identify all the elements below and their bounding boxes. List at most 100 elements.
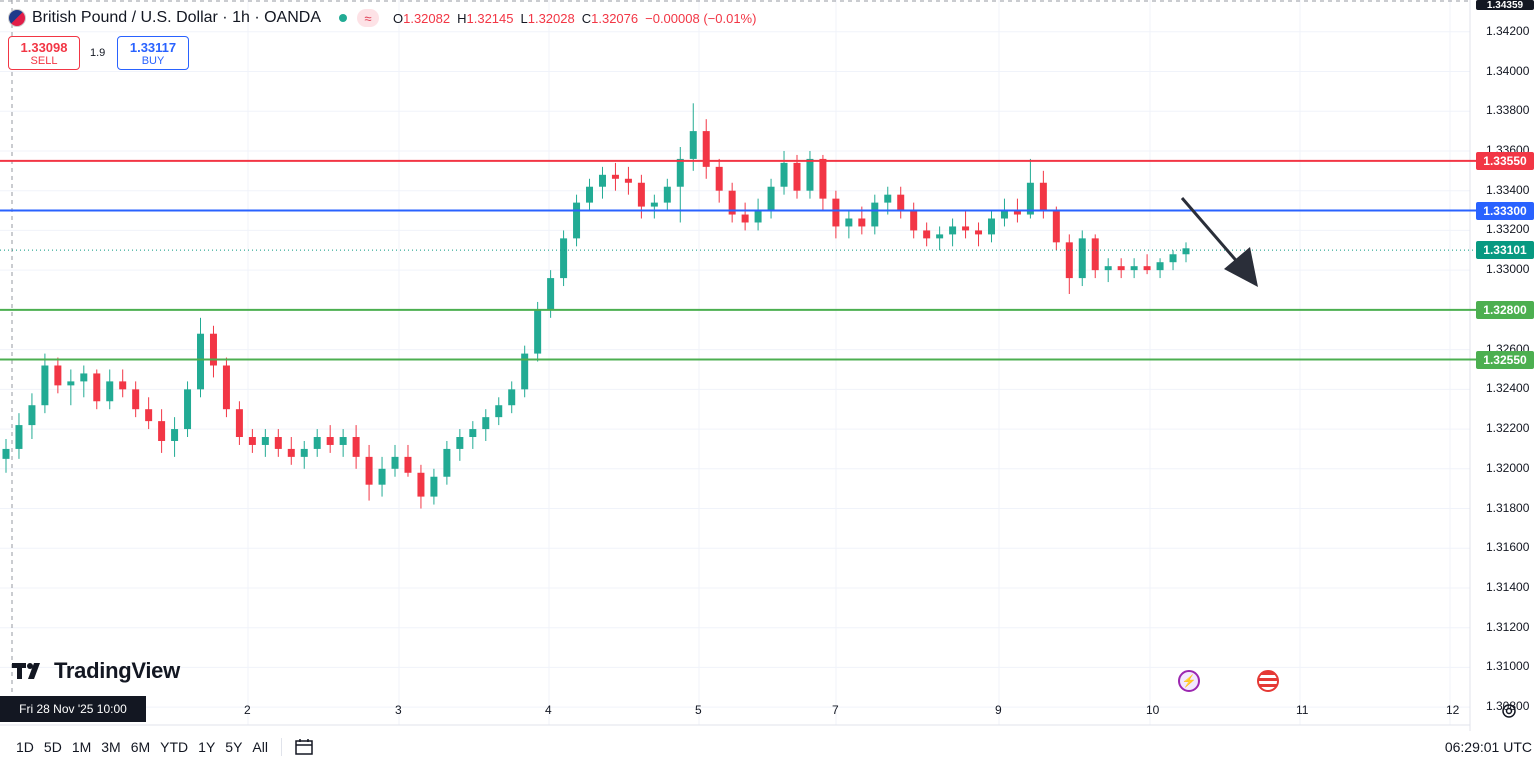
candle-body [300,448,308,457]
toolbar-divider [280,738,282,756]
timeframe-button-3m[interactable]: 3M [101,739,121,755]
timeframe-buttons: 1D 5D 1M 3M 6M YTD 1Y 5Y All [0,739,273,755]
candle-body [508,389,516,406]
candle [975,222,983,247]
price-chart[interactable] [0,0,1540,731]
timeframe-button-1m[interactable]: 1M [71,739,92,755]
gear-icon[interactable] [1500,702,1518,720]
candle-body [624,178,632,183]
price-axis-label: 1.34000 [1486,63,1530,78]
candle-body [611,174,619,179]
candle [28,393,36,439]
symbol-title[interactable]: British Pound / U.S. Dollar · 1h · OANDA [32,9,321,26]
candle [80,365,88,398]
candle [248,429,256,453]
candle [923,222,931,247]
candle-body [586,186,594,203]
candle [637,174,645,219]
candle-body [119,381,127,390]
candle-body [897,194,905,211]
calendar-icon[interactable] [294,738,316,756]
close-label: C [581,10,592,26]
utc-clock[interactable]: 06:29:01 UTC [1444,739,1532,755]
candle-body [1117,266,1125,271]
us-flag-icon[interactable] [1257,670,1279,692]
close-value: 1.32076 [591,10,639,26]
timeframe-button-5d[interactable]: 5D [43,739,62,755]
candle [1143,254,1151,275]
timeframe-button-all[interactable]: All [252,739,268,755]
candle-body [456,437,464,449]
candle [15,413,23,459]
candle-body [106,381,114,402]
candle [171,417,179,457]
candle-body [676,158,684,187]
currency-flag-icon [8,9,26,27]
candle-body [248,437,256,445]
candle [145,397,153,430]
candle-body [1013,210,1021,215]
candle-body [352,437,360,457]
timeframe-button-6m[interactable]: 6M [130,739,151,755]
candle [1026,158,1034,219]
candle-body [222,365,230,410]
candle [132,381,140,418]
timeframe-button-1y[interactable]: 1Y [198,739,216,755]
candle-body [1078,238,1086,279]
candle [339,429,347,457]
candle [910,202,918,239]
candle [806,150,814,199]
candle [287,437,295,465]
pivot-badge: 1.33300 [1476,201,1534,220]
candle [261,429,269,457]
candle [443,440,451,485]
candle [417,464,425,509]
candle-body [936,234,944,239]
candle [650,194,658,219]
candle [832,190,840,239]
candle [598,166,606,199]
candle [184,381,192,438]
candle-body [1091,238,1099,271]
tradingview-logo[interactable]: TradingView [12,658,180,684]
timeframe-button-1d[interactable]: 1D [16,739,34,755]
tradingview-logo-icon [12,663,40,679]
candle-body [1039,182,1047,211]
candle-body [780,162,788,187]
logo-text: TradingView [54,658,180,683]
candle [573,194,581,247]
candle [780,150,788,195]
candle-body [171,429,179,441]
candle-body [404,456,412,473]
forecast-arrow[interactable] [1180,197,1258,287]
candle-body [235,409,243,438]
market-open-icon [338,14,347,22]
time-axis-label: 12 [1446,703,1460,717]
candle [300,440,308,469]
candle [508,381,516,414]
candle-body [145,409,153,422]
lightning-icon[interactable]: ⚡ [1178,670,1200,692]
candle-body [987,218,995,235]
timeframe-button-ytd[interactable]: YTD [160,739,189,755]
candle-body [443,448,451,477]
candle [949,218,957,247]
candle-body [923,230,931,239]
candle-body [702,131,710,167]
candle-body [975,230,983,235]
ohlc-values: O1.32082 H1.32145 L1.32028 C1.32076 −0.0… [393,11,756,26]
candle-body [391,456,399,469]
spread-value: 1.9 [90,47,106,59]
candle-body [884,194,892,203]
candle [754,198,762,231]
price-axis-label: 1.31000 [1486,659,1530,674]
low-label: L [520,10,528,26]
support-2-badge: 1.32550 [1476,350,1534,369]
timeframe-button-5y[interactable]: 5Y [225,739,243,755]
wave-icon[interactable]: ≈ [356,9,379,27]
sell-button[interactable]: 1.33098 SELL [8,36,80,70]
buy-button[interactable]: 1.33117 BUY [117,36,189,70]
candle-body [949,226,957,235]
bottom-toolbar: 1D 5D 1M 3M 6M YTD 1Y 5Y All 06:29:01 UTC [0,731,1540,763]
candle [962,210,970,239]
